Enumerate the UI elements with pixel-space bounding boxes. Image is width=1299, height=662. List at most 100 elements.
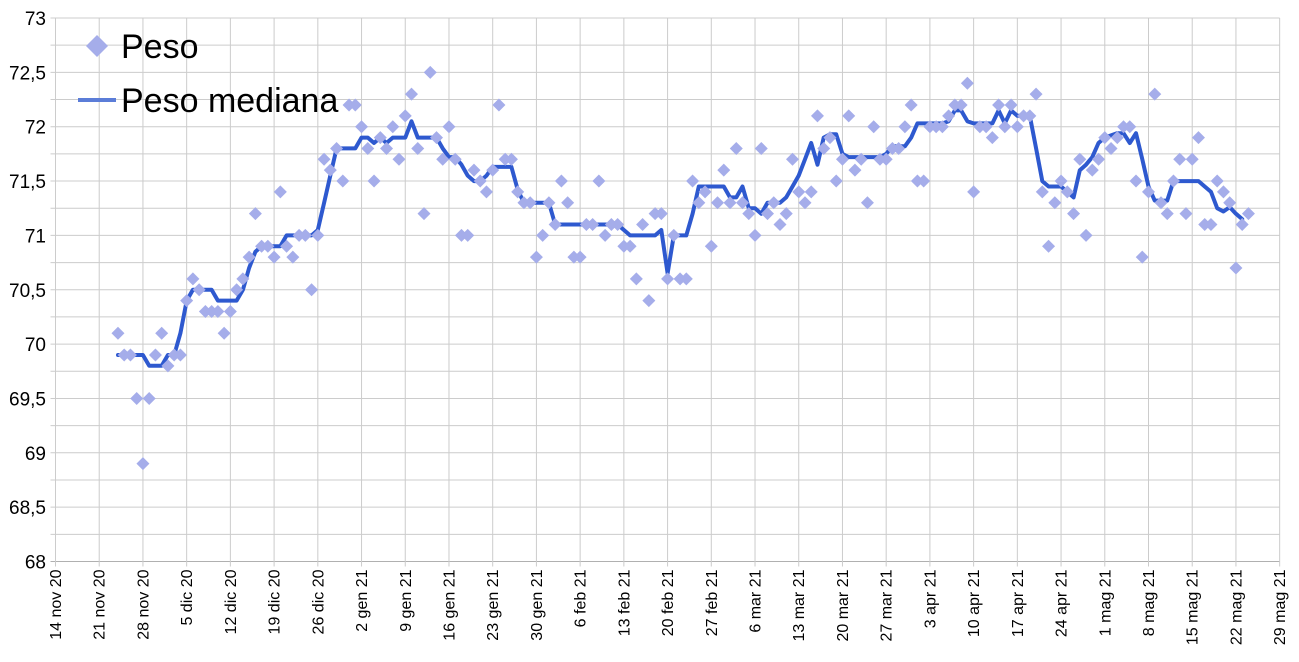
y-tick-label: 71,5 — [9, 172, 46, 193]
peso-point — [1204, 218, 1218, 232]
peso-point — [536, 228, 550, 242]
y-tick-label: 70,5 — [9, 281, 46, 302]
x-tick-label: 20 feb 21 — [660, 569, 677, 636]
peso-point — [398, 109, 412, 123]
peso-point — [423, 65, 437, 79]
peso-point — [392, 152, 406, 166]
peso-point — [611, 218, 625, 232]
peso-point — [336, 174, 350, 188]
peso-point — [698, 185, 712, 199]
peso-point — [161, 359, 175, 373]
mediana-line-series — [116, 108, 1245, 368]
peso-point — [361, 141, 375, 155]
peso-point — [280, 239, 294, 253]
peso-point — [954, 98, 968, 112]
peso-point — [779, 207, 793, 221]
peso-point — [998, 120, 1012, 134]
peso-point — [979, 120, 993, 134]
peso-point — [917, 174, 931, 188]
peso-point — [561, 196, 575, 210]
peso-point — [592, 174, 606, 188]
peso-point — [723, 196, 737, 210]
x-tick-label: 13 feb 21 — [616, 569, 633, 636]
peso-point — [1235, 218, 1249, 232]
peso-point — [1229, 261, 1243, 275]
x-tick-label: 15 mag 21 — [1185, 569, 1202, 645]
peso-point — [1023, 109, 1037, 123]
peso-point — [1054, 174, 1068, 188]
peso-point — [1223, 196, 1237, 210]
peso-point — [767, 196, 781, 210]
peso-point — [223, 304, 237, 318]
peso-point — [429, 131, 443, 145]
peso-point — [1241, 207, 1255, 221]
peso-point — [842, 109, 856, 123]
peso-point — [835, 152, 849, 166]
peso-point — [436, 152, 450, 166]
peso-point — [142, 391, 156, 405]
x-tick-label: 6 feb 21 — [573, 569, 590, 627]
peso-point — [1035, 185, 1049, 199]
peso-point — [217, 326, 231, 340]
peso-point — [942, 109, 956, 123]
peso-point — [523, 196, 537, 210]
x-tick-label: 13 mar 21 — [791, 569, 808, 641]
x-tick-label: 1 mag 21 — [1097, 569, 1114, 636]
peso-point — [511, 185, 525, 199]
peso-point — [298, 228, 312, 242]
peso-point — [1048, 196, 1062, 210]
legend-label-peso: Peso — [121, 28, 199, 66]
peso-point — [230, 283, 244, 297]
peso-point — [417, 207, 431, 221]
peso-point — [542, 196, 556, 210]
x-tick-label: 26 dic 20 — [310, 569, 327, 634]
vertical-gridlines — [55, 18, 1281, 567]
peso-point — [1185, 152, 1199, 166]
x-tick-label: 20 mar 21 — [835, 569, 852, 641]
peso-point — [273, 185, 287, 199]
x-tick-label: 22 mag 21 — [1228, 569, 1245, 645]
peso-point — [286, 250, 300, 264]
y-tick-label: 71 — [25, 226, 46, 247]
peso-point — [679, 272, 693, 286]
peso-point — [1129, 174, 1143, 188]
legend: Peso Peso mediana — [78, 28, 338, 120]
peso-point — [935, 120, 949, 134]
peso-point — [473, 174, 487, 188]
peso-point — [1104, 141, 1118, 155]
peso-point — [148, 348, 162, 362]
x-tick-label: 3 apr 21 — [922, 569, 939, 628]
peso-point — [960, 76, 974, 90]
peso-point — [623, 239, 637, 253]
x-tick-label: 17 apr 21 — [1010, 569, 1027, 637]
y-axis-labels: 73 72,5 72 71,5 71 70,5 70 69,5 69 68,5 68 — [9, 9, 46, 574]
peso-point — [479, 185, 493, 199]
peso-point — [717, 163, 731, 177]
peso-point — [261, 239, 275, 253]
peso-point — [736, 196, 750, 210]
peso-point — [554, 174, 568, 188]
peso-point — [742, 207, 756, 221]
x-tick-label: 6 mar 21 — [748, 569, 765, 632]
peso-point — [848, 163, 862, 177]
horizontal-gridlines — [50, 17, 1280, 562]
peso-point — [1135, 250, 1149, 264]
y-tick-label: 72 — [25, 118, 46, 139]
peso-point — [155, 326, 169, 340]
peso-point — [1179, 207, 1193, 221]
y-tick-label: 72,5 — [9, 63, 46, 84]
peso-point — [1060, 185, 1074, 199]
peso-point — [192, 283, 206, 297]
x-tick-label: 19 dic 20 — [267, 569, 284, 634]
peso-point — [629, 272, 643, 286]
peso-point — [136, 457, 150, 471]
x-tick-label: 10 apr 21 — [966, 569, 983, 637]
peso-point — [1085, 163, 1099, 177]
peso-point — [892, 141, 906, 155]
y-tick-label: 69 — [25, 444, 46, 465]
peso-point — [386, 120, 400, 134]
peso-point — [367, 174, 381, 188]
peso-point — [411, 141, 425, 155]
peso-point — [817, 141, 831, 155]
